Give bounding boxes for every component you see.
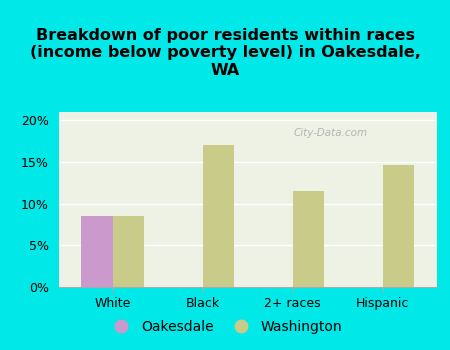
Text: Breakdown of poor residents within races
(income below poverty level) in Oakesda: Breakdown of poor residents within races…	[30, 28, 420, 78]
Bar	[202, 145, 234, 287]
Bar	[112, 216, 144, 287]
Bar	[292, 191, 324, 287]
Bar	[81, 216, 112, 287]
Bar	[382, 164, 414, 287]
Text: City-Data.com: City-Data.com	[293, 128, 368, 138]
Legend: Oakesdale, Washington: Oakesdale, Washington	[102, 314, 348, 340]
